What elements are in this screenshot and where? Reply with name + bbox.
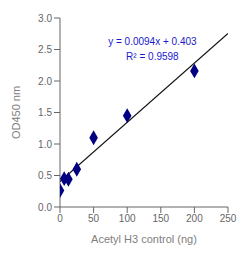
svg-text:200: 200 bbox=[186, 213, 203, 224]
svg-text:1.0: 1.0 bbox=[38, 139, 52, 150]
svg-text:1.5: 1.5 bbox=[38, 107, 52, 118]
svg-text:Acetyl H3 control (ng): Acetyl H3 control (ng) bbox=[91, 233, 197, 245]
svg-text:OD450 nm: OD450 nm bbox=[10, 86, 22, 139]
svg-text:50: 50 bbox=[88, 213, 100, 224]
svg-text:100: 100 bbox=[119, 213, 136, 224]
svg-text:250: 250 bbox=[220, 213, 237, 224]
svg-text:3.0: 3.0 bbox=[38, 13, 52, 24]
svg-text:0: 0 bbox=[57, 213, 63, 224]
svg-text:0.5: 0.5 bbox=[38, 170, 52, 181]
html-text:R² = 0.9598: R² = 0.9598 bbox=[126, 50, 179, 62]
svg-text:150: 150 bbox=[152, 213, 169, 224]
svg-text:0.0: 0.0 bbox=[38, 202, 52, 213]
html-text:y = 0.0094x + 0.403: y = 0.0094x + 0.403 bbox=[108, 35, 197, 47]
svg-text:2.5: 2.5 bbox=[38, 44, 52, 55]
svg-text:2.0: 2.0 bbox=[38, 76, 52, 87]
